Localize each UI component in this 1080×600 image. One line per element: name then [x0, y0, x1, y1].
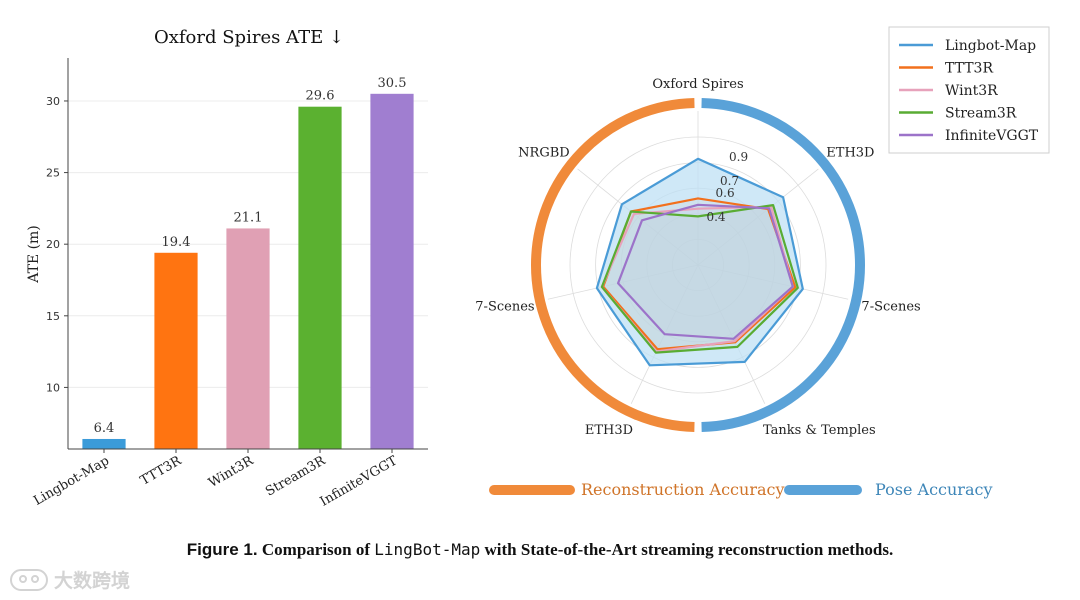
- radar-area-lingbot-map: [596, 158, 803, 366]
- radar-axis-label: 7-Scenes: [861, 299, 920, 314]
- arc-key: Reconstruction Accuracy Pose Accuracy: [489, 480, 992, 499]
- bar-value-label: 19.4: [162, 235, 191, 250]
- bar-y-tick-label: 30: [46, 95, 60, 108]
- bar-infinitevggt: [370, 93, 414, 450]
- bar-ttt3r: [154, 252, 198, 449]
- bar-chart-y-axis-label: ATE (m): [26, 225, 42, 284]
- bar-wint3r: [226, 228, 270, 449]
- radar-line-infinitevggt: [616, 203, 794, 340]
- watermark-logo-icon: [10, 568, 48, 591]
- bar-stream3r: [298, 106, 342, 449]
- bar-y-tick-label: 20: [46, 238, 60, 251]
- pose-accuracy-key-label: Pose Accuracy: [875, 480, 992, 499]
- radar-series: [595, 157, 804, 367]
- figure-canvas: Oxford Spires ATE ↓ ATE (m) 6.4 19.4 21.1 2…: [26, 26, 1050, 510]
- bar-x-tick-label: Lingbot-Map: [31, 453, 112, 508]
- caption-text-1: Comparison of: [261, 540, 371, 559]
- pose-accuracy-arc: [701, 98, 866, 432]
- bar-y-tick-label: 10: [46, 381, 60, 394]
- legend-label-stream3r: Stream3R: [945, 106, 1017, 122]
- bar-y-tick-label: 25: [46, 167, 60, 180]
- bar-value-label: 30.5: [378, 76, 407, 91]
- bar-value-label: 21.1: [234, 210, 263, 225]
- watermark: 大数跨境: [10, 566, 130, 593]
- radar-axis-label: NRGBD: [518, 146, 570, 161]
- figure-caption: Figure 1. Comparison of LingBot-Map with…: [0, 540, 1080, 560]
- bar-lingbot-map: [82, 438, 126, 449]
- radar-radial-tick-label: 0.4: [706, 210, 725, 224]
- radar-radial-tick-label: 0.6: [716, 186, 735, 200]
- legend-label-ttt3r: TTT3R: [945, 61, 993, 77]
- bar-value-label: 29.6: [306, 89, 335, 104]
- reconstruction-accuracy-key-label: Reconstruction Accuracy: [581, 480, 785, 499]
- radar-axis-label: 7-Scenes: [475, 299, 534, 314]
- legend-label-wint3r: Wint3R: [945, 83, 998, 99]
- bar-x-tick-label: Stream3R: [263, 453, 329, 500]
- caption-prefix: Figure 1.: [186, 540, 258, 559]
- radar-axis-label: ETH3D: [826, 146, 874, 161]
- caption-text-2: with State-of-the-Art streaming reconstr…: [484, 540, 894, 559]
- bar-chart-bars: 6.4 19.4 21.1 29.6 30.5: [82, 76, 414, 450]
- radar-radial-tick-label: 0.7: [720, 174, 739, 188]
- radar-axis-label: ETH3D: [585, 423, 633, 438]
- bar-value-label: 6.4: [94, 421, 115, 436]
- radar-radial-tick-label: 0.9: [729, 150, 748, 164]
- bar-y-tick-label: 15: [46, 310, 60, 323]
- legend-label-infinitevggt: InfiniteVGGT: [945, 128, 1039, 144]
- radar-line-lingbot-map: [595, 157, 804, 367]
- bar-x-tick-label: InfiniteVGGT: [318, 453, 401, 509]
- bar-x-tick-label: TTT3R: [138, 453, 185, 489]
- caption-code: LingBot-Map: [374, 540, 481, 559]
- watermark-text: 大数跨境: [54, 570, 131, 592]
- bar-x-tick-label: Wint3R: [206, 453, 257, 491]
- reconstruction-accuracy-arc: [530, 98, 695, 432]
- radar-line-stream3r: [600, 204, 799, 354]
- chart-legend: Lingbot-Map TTT3R Wint3R Stream3R InfiniteVG…: [888, 26, 1050, 154]
- radar-radial-ticks: 0.4 0.60.7 0.9: [706, 150, 748, 224]
- legend-label-lingbot-map: Lingbot-Map: [945, 38, 1036, 54]
- radar-chart: 0.4 0.60.7 0.9 Oxford Spires ETH3D 7-Scenes T…: [475, 77, 920, 438]
- radar-axis-label: Oxford Spires: [652, 77, 743, 92]
- radar-axis-labels: Oxford Spires ETH3D 7-Scenes Tanks & Temple…: [475, 77, 920, 438]
- bar-chart: Oxford Spires ATE ↓ ATE (m) 6.4 19.4 21.1 2…: [26, 27, 428, 510]
- radar-line-wint3r: [600, 205, 794, 353]
- radar-outer-arcs: [530, 98, 866, 432]
- radar-axis-label: Tanks & Temples: [763, 423, 876, 438]
- bar-chart-title: Oxford Spires ATE ↓: [154, 27, 344, 48]
